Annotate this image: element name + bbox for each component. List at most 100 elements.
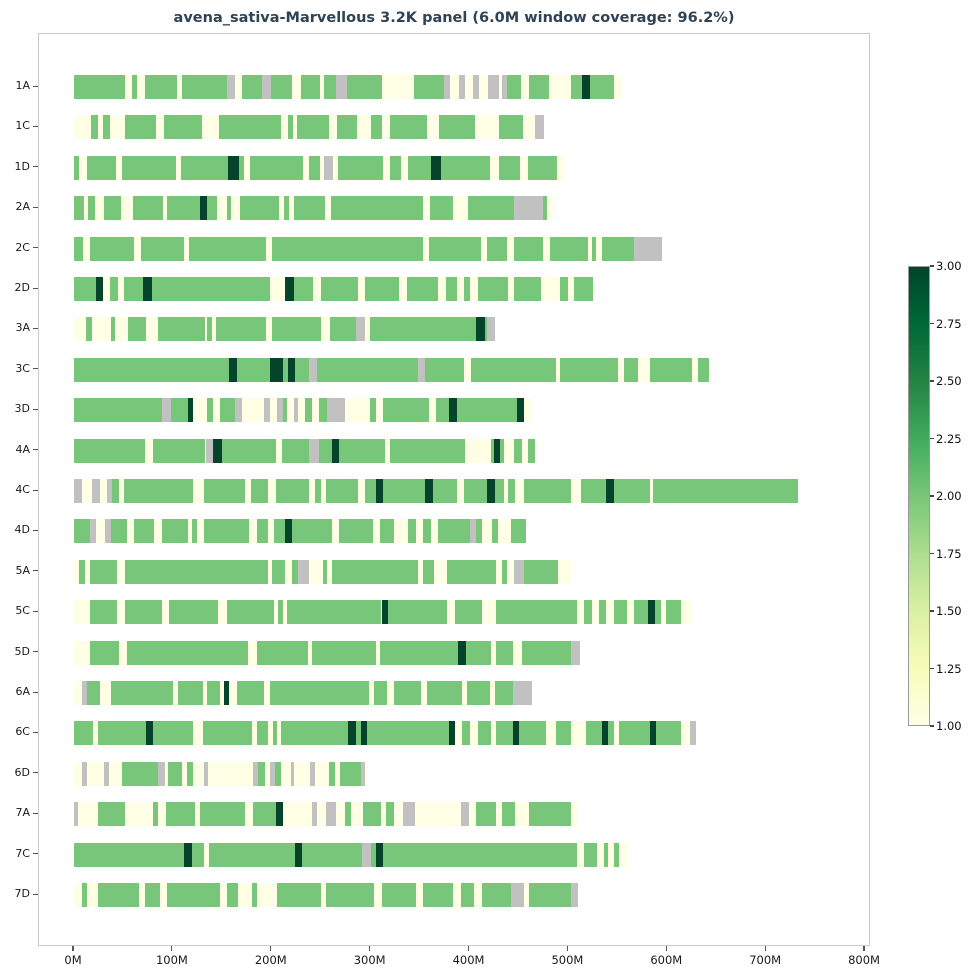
segment [158, 761, 165, 786]
segment [521, 438, 528, 463]
segment [110, 317, 115, 342]
segment [523, 398, 532, 423]
segment [344, 398, 370, 423]
segment [388, 600, 447, 625]
segment [368, 681, 374, 705]
segment [435, 398, 449, 423]
segment [421, 681, 427, 705]
segment [294, 761, 311, 786]
segment [145, 75, 177, 99]
segment [74, 357, 230, 382]
segment [666, 600, 682, 625]
segment [97, 115, 103, 140]
segment [271, 559, 285, 584]
segment [415, 802, 461, 827]
segment [273, 519, 285, 544]
segment [494, 438, 501, 463]
segment [633, 600, 649, 625]
chromosome-bar-4A [39, 438, 869, 463]
segment [331, 196, 424, 221]
segment [332, 438, 339, 463]
segment [383, 155, 391, 180]
segment [496, 600, 578, 625]
segment [423, 519, 431, 544]
segment [681, 721, 690, 746]
segment [470, 721, 479, 746]
segment [656, 721, 682, 746]
segment [370, 842, 376, 867]
segment [379, 640, 458, 665]
segment [177, 681, 203, 705]
segment [650, 357, 692, 382]
segment [452, 196, 468, 221]
segment [203, 479, 246, 503]
y-label-2C: 2C [15, 240, 30, 254]
segment [133, 196, 163, 221]
y-label-4A: 4A [15, 442, 30, 456]
segment [496, 802, 503, 827]
segment [557, 155, 565, 180]
segment [269, 681, 369, 705]
segment [208, 761, 253, 786]
segment [361, 842, 371, 867]
segment [463, 479, 488, 503]
segment [81, 761, 87, 786]
segment [387, 681, 395, 705]
segment [74, 761, 82, 786]
segment [555, 357, 561, 382]
y-label-4D: 4D [14, 523, 30, 537]
segment [495, 681, 513, 705]
segment [507, 559, 514, 584]
segment [242, 75, 262, 99]
segment [443, 75, 450, 99]
segment [74, 196, 84, 221]
segment [145, 883, 161, 907]
segment [335, 761, 340, 786]
segment [513, 196, 543, 221]
chromosome-bar-3A [39, 317, 869, 342]
segment [273, 600, 278, 625]
segment [623, 357, 638, 382]
segment [582, 75, 591, 99]
segment [125, 559, 268, 584]
segment [90, 115, 98, 140]
segment [333, 155, 338, 180]
segment [478, 277, 509, 301]
x-tick-label-800: 800M [848, 953, 880, 967]
segment [571, 479, 582, 503]
segment [516, 398, 524, 423]
segment [238, 883, 252, 907]
segment [446, 600, 455, 625]
segment [540, 277, 561, 301]
segment [175, 155, 181, 180]
segment [324, 75, 336, 99]
segment [597, 842, 604, 867]
segment [485, 317, 488, 342]
segment [456, 479, 464, 503]
segment [407, 277, 438, 301]
segment [95, 519, 105, 544]
segment [294, 277, 314, 301]
y-tick-6C [33, 731, 38, 734]
segment [284, 519, 292, 544]
segment [187, 398, 193, 423]
segment [499, 115, 523, 140]
segment [337, 155, 384, 180]
y-tick-5A [33, 570, 38, 572]
segment [280, 115, 288, 140]
segment [252, 761, 258, 786]
segment [326, 802, 336, 827]
segment [487, 317, 496, 342]
segment [481, 236, 488, 261]
segment [508, 479, 515, 503]
segment [74, 398, 162, 423]
segment [74, 559, 79, 584]
segment [205, 438, 214, 463]
y-label-3C: 3C [15, 361, 30, 375]
segment [542, 236, 550, 261]
segment [468, 802, 477, 827]
chromosome-bar-3C [39, 357, 869, 382]
segment [192, 398, 208, 423]
segment [337, 115, 357, 140]
segment [192, 761, 204, 786]
